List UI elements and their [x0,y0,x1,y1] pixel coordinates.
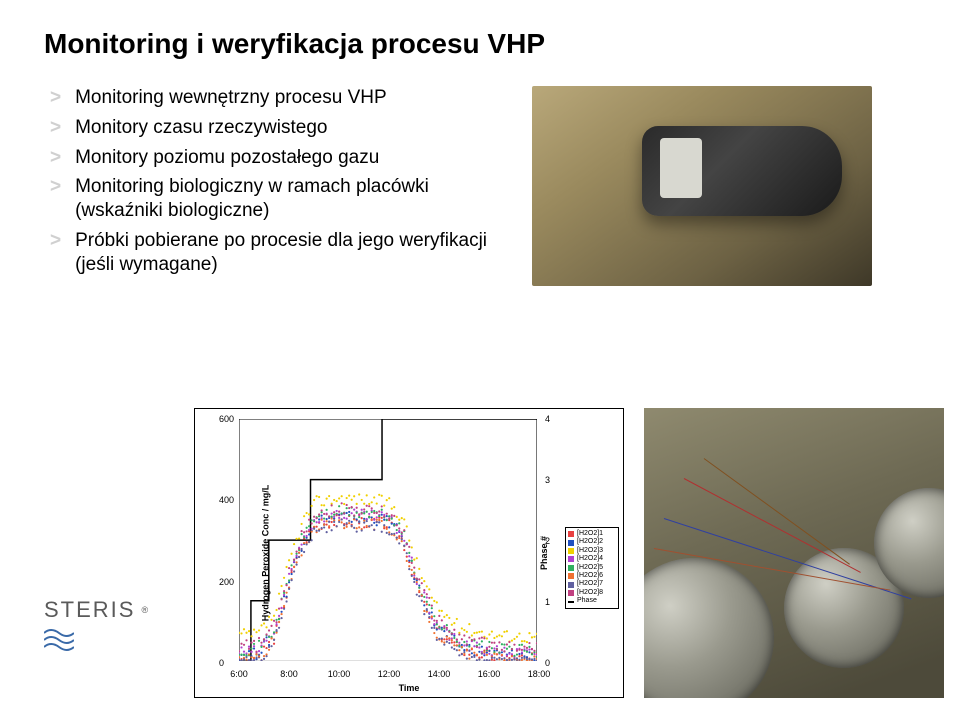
y2-tick: 4 [545,414,550,424]
bullet-item: > Monitory czasu rzeczywistego [44,116,504,140]
y2-tick: 2 [545,536,550,546]
y-tick: 200 [219,577,234,587]
bullet-item: > Monitory poziomu pozostałego gazu [44,146,504,170]
x-tick: 12:00 [378,669,401,679]
bullet-text: Monitory czasu rzeczywistego [75,116,504,140]
brand-reg: ® [141,605,150,615]
x-tick: 18:00 [528,669,551,679]
legend-item: [H2O2]2 [568,538,616,546]
legend-item: [H2O2]8 [568,589,616,597]
bullet-text: Próbki pobierane po procesie dla jego we… [75,229,504,277]
chart-legend: [H2O2]1[H2O2]2[H2O2]3[H2O2]4[H2O2]5[H2O2… [565,527,619,609]
brand-logo: STERIS ® [44,597,174,698]
x-tick: 10:00 [328,669,351,679]
bullet-marker: > [50,146,61,170]
bullet-marker: > [50,86,61,110]
legend-item: [H2O2]7 [568,580,616,588]
concentration-chart: Hydrogen Peroxide Conc / mg/L Phase # Ti… [194,408,624,698]
bullet-item: > Monitoring wewnętrzny procesu VHP [44,86,504,110]
device-photo [532,86,872,286]
brand-text: STERIS [44,597,135,623]
content-row: > Monitoring wewnętrzny procesu VHP > Monit… [44,86,916,286]
y-tick: 400 [219,495,234,505]
slide: Monitoring i weryfikacja procesu VHP > Mo… [0,0,960,716]
x-tick: 16:00 [478,669,501,679]
chamber-photo [644,408,944,698]
legend-item: [H2O2]1 [568,530,616,538]
bullet-text: Monitoring biologiczny w ramach placówki… [75,175,504,223]
bullet-text: Monitory poziomu pozostałego gazu [75,146,504,170]
legend-item: Phase [568,597,616,605]
legend-item: [H2O2]6 [568,572,616,580]
bullet-item: > Próbki pobierane po procesie dla jego w… [44,229,504,277]
bullet-marker: > [50,175,61,199]
lower-row: STERIS ® Hydrogen Peroxide Conc / mg/L Ph… [44,408,944,698]
x-tick: 6:00 [230,669,248,679]
legend-item: [H2O2]3 [568,547,616,555]
y-tick: 0 [219,658,224,668]
x-tick: 8:00 [280,669,298,679]
wave-icon [44,627,74,653]
plot-svg [239,419,537,661]
y-tick: 600 [219,414,234,424]
bullet-item: > Monitoring biologiczny w ramach placówk… [44,175,504,223]
x-tick: 14:00 [428,669,451,679]
y2-tick: 1 [545,597,550,607]
y2-tick: 0 [545,658,550,668]
slide-title: Monitoring i weryfikacja procesu VHP [44,28,916,60]
x-axis-label: Time [399,683,420,693]
bullet-list: > Monitoring wewnętrzny procesu VHP > Monit… [44,86,504,286]
legend-item: [H2O2]4 [568,555,616,563]
bullet-text: Monitoring wewnętrzny procesu VHP [75,86,504,110]
y2-tick: 3 [545,475,550,485]
bullet-marker: > [50,229,61,253]
bullet-marker: > [50,116,61,140]
legend-item: [H2O2]5 [568,564,616,572]
